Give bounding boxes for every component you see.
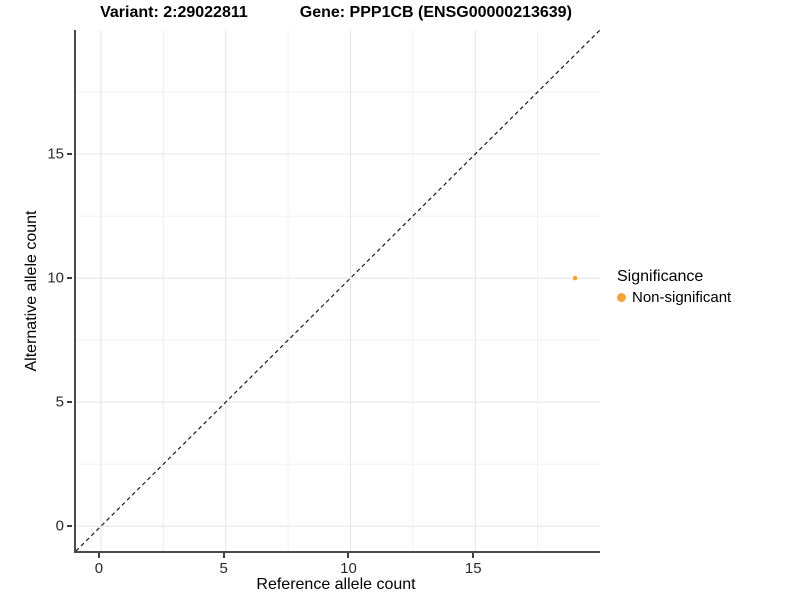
gene-title: Gene: PPP1CB (ENSG00000213639): [299, 4, 572, 21]
x-axis-title: Reference allele count: [256, 576, 416, 593]
x-tick-mark: [97, 553, 100, 558]
x-tick-label: 10: [340, 560, 357, 577]
y-tick-mark: [67, 153, 72, 156]
x-tick-mark: [222, 553, 225, 558]
legend-item: Non-significant: [617, 289, 731, 306]
plot-title: Variant: 2:29022811 Gene: PPP1CB (ENSG00…: [0, 4, 672, 22]
y-tick-label: 0: [55, 517, 64, 535]
variant-title: Variant: 2:29022811: [100, 4, 248, 21]
y-tick-label: 10: [47, 269, 64, 287]
point-icon: [617, 293, 626, 302]
legend-title: Significance: [617, 268, 704, 285]
plot-panel: [74, 30, 600, 553]
scatter-plot-canvas: [76, 30, 600, 551]
x-tick-label: 15: [464, 560, 482, 577]
y-tick-label: 5: [55, 393, 64, 411]
legend: Significance Non-significant: [617, 268, 731, 306]
x-tick-label: 5: [219, 560, 228, 577]
y-tick-mark: [67, 277, 72, 280]
data-point: [572, 275, 578, 281]
x-tick-mark: [472, 553, 475, 558]
y-tick-mark: [67, 401, 72, 404]
y-tick-mark: [67, 525, 72, 528]
y-tick-label: 15: [47, 145, 64, 163]
legend-label: Non-significant: [632, 289, 732, 306]
y-axis-title: Alternative allele count: [23, 210, 40, 372]
identity-line: [76, 30, 600, 551]
x-tick-mark: [347, 553, 350, 558]
x-tick-label: 0: [94, 560, 104, 577]
